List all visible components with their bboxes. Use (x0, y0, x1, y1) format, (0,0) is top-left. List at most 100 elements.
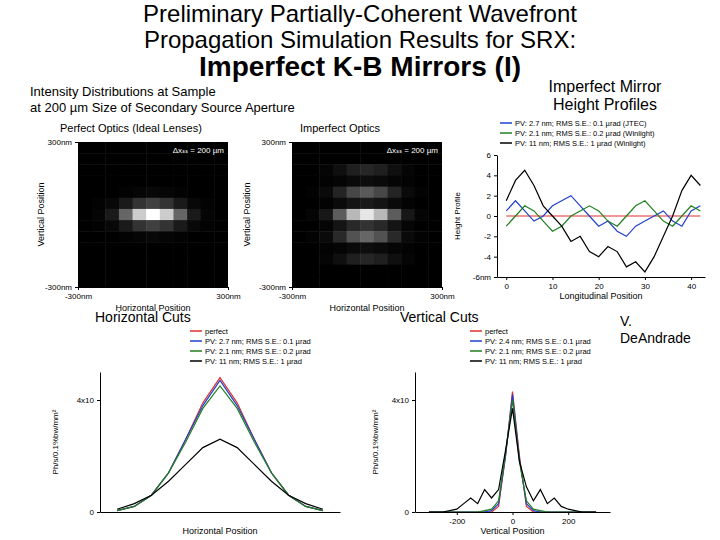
heatmap: -300nm300nm-300nm300nmHorizontal Positio… (36, 122, 241, 313)
cell (105, 164, 119, 176)
cell (119, 198, 133, 210)
cell (214, 231, 228, 243)
cell (214, 265, 228, 277)
cell (306, 198, 320, 210)
series-line (429, 394, 596, 512)
cell (92, 265, 106, 277)
cell (160, 198, 174, 210)
cell (187, 209, 201, 221)
cell (374, 265, 388, 277)
cell (360, 220, 374, 232)
series-line (117, 439, 323, 509)
axis-title: Horizontal Position (182, 526, 257, 536)
tick-label: 300nm (430, 292, 455, 301)
cell (119, 142, 133, 154)
cell (133, 153, 147, 165)
cell (173, 220, 187, 232)
cell (360, 254, 374, 266)
cell (333, 164, 347, 176)
tick-label: 4x10 (77, 396, 95, 405)
axis-title: Ph/s/0.1%bw/mm² (51, 409, 60, 474)
series-line (506, 196, 700, 237)
cell (306, 209, 320, 221)
legend-label: PV: 2.7 nm; RMS S.E.: 0.1 µrad (205, 337, 311, 346)
cell (347, 153, 361, 165)
cell (187, 187, 201, 199)
cell (415, 231, 429, 243)
cell (214, 220, 228, 232)
cell (119, 231, 133, 243)
cell (387, 265, 401, 277)
legend-swatch (190, 350, 202, 352)
cell (401, 265, 415, 277)
tick: -200 (449, 512, 466, 526)
cell (333, 254, 347, 266)
cell (360, 142, 374, 154)
cell (160, 164, 174, 176)
tick-label: -4 (484, 253, 492, 262)
cell (428, 276, 442, 287)
cell (401, 164, 415, 176)
cell (201, 220, 215, 232)
tick: 40 (687, 277, 696, 291)
tick: 0 (90, 508, 100, 517)
legend-label: perfect (205, 327, 229, 336)
cell (428, 175, 442, 187)
cell (146, 198, 160, 210)
cell (319, 276, 333, 287)
cell (347, 265, 361, 277)
cell (401, 276, 415, 287)
cell (387, 209, 401, 221)
slide: Preliminary Partially-Coherent Wavefront… (0, 0, 720, 540)
cell (133, 142, 147, 154)
cell (173, 198, 187, 210)
axis-title: Ph/s/0.1%bw/mm² (371, 409, 380, 474)
cell (173, 164, 187, 176)
tick-mark (75, 142, 78, 143)
cell (133, 175, 147, 187)
axis-line (497, 156, 498, 278)
legend-label: PV: 11 nm; RMS S.E.: 1 µrad (Winlight) (515, 139, 646, 148)
axis-title: Vertical Position (242, 182, 252, 246)
legend-label: perfect (485, 327, 509, 336)
cell (173, 175, 187, 187)
cell (187, 164, 201, 176)
subtitle: Intensity Distributions at Sample (30, 84, 216, 99)
cell (187, 198, 201, 210)
cell (78, 153, 92, 165)
cell (201, 164, 215, 176)
cell (160, 187, 174, 199)
cell (319, 220, 333, 232)
cell (333, 175, 347, 187)
cell (306, 153, 320, 165)
cell (374, 209, 388, 221)
axis: -6nm-4-20246 (473, 151, 498, 282)
axis-title: Vertical Position (36, 182, 46, 246)
cell (333, 265, 347, 277)
cell (160, 209, 174, 221)
cell (92, 220, 106, 232)
cell (306, 175, 320, 187)
cell (306, 220, 320, 232)
cell (173, 209, 187, 221)
plot-area (506, 170, 700, 272)
cell (105, 220, 119, 232)
cell (333, 276, 347, 287)
legend-swatch (190, 330, 202, 332)
cell (319, 153, 333, 165)
cell (119, 153, 133, 165)
cell (401, 198, 415, 210)
cell (214, 254, 228, 266)
axis: -300nm300nm (279, 287, 455, 301)
series-line (117, 386, 323, 511)
cell (360, 276, 374, 287)
cell (78, 231, 92, 243)
tick-mark (494, 257, 497, 258)
cell (360, 187, 374, 199)
tick: 300nm (262, 138, 292, 147)
cell (201, 209, 215, 221)
tick-label: 0 (505, 282, 510, 291)
series-line (506, 170, 700, 272)
cell (105, 276, 119, 287)
cell (292, 220, 306, 232)
